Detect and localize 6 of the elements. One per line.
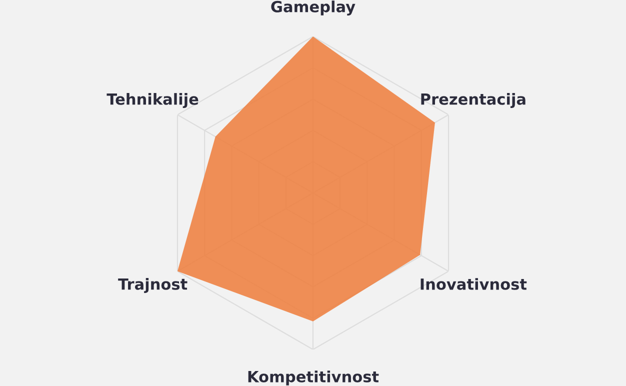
spoke-label: Gameplay xyxy=(271,0,356,16)
spoke-label: Kompetitivnost xyxy=(248,370,379,386)
spoke-label: Trajnost xyxy=(118,278,188,293)
spoke-label: Prezentacija xyxy=(421,93,526,108)
spoke-label: Tehnikalije xyxy=(106,93,198,108)
spoke-label: Inovativnost xyxy=(420,278,527,290)
